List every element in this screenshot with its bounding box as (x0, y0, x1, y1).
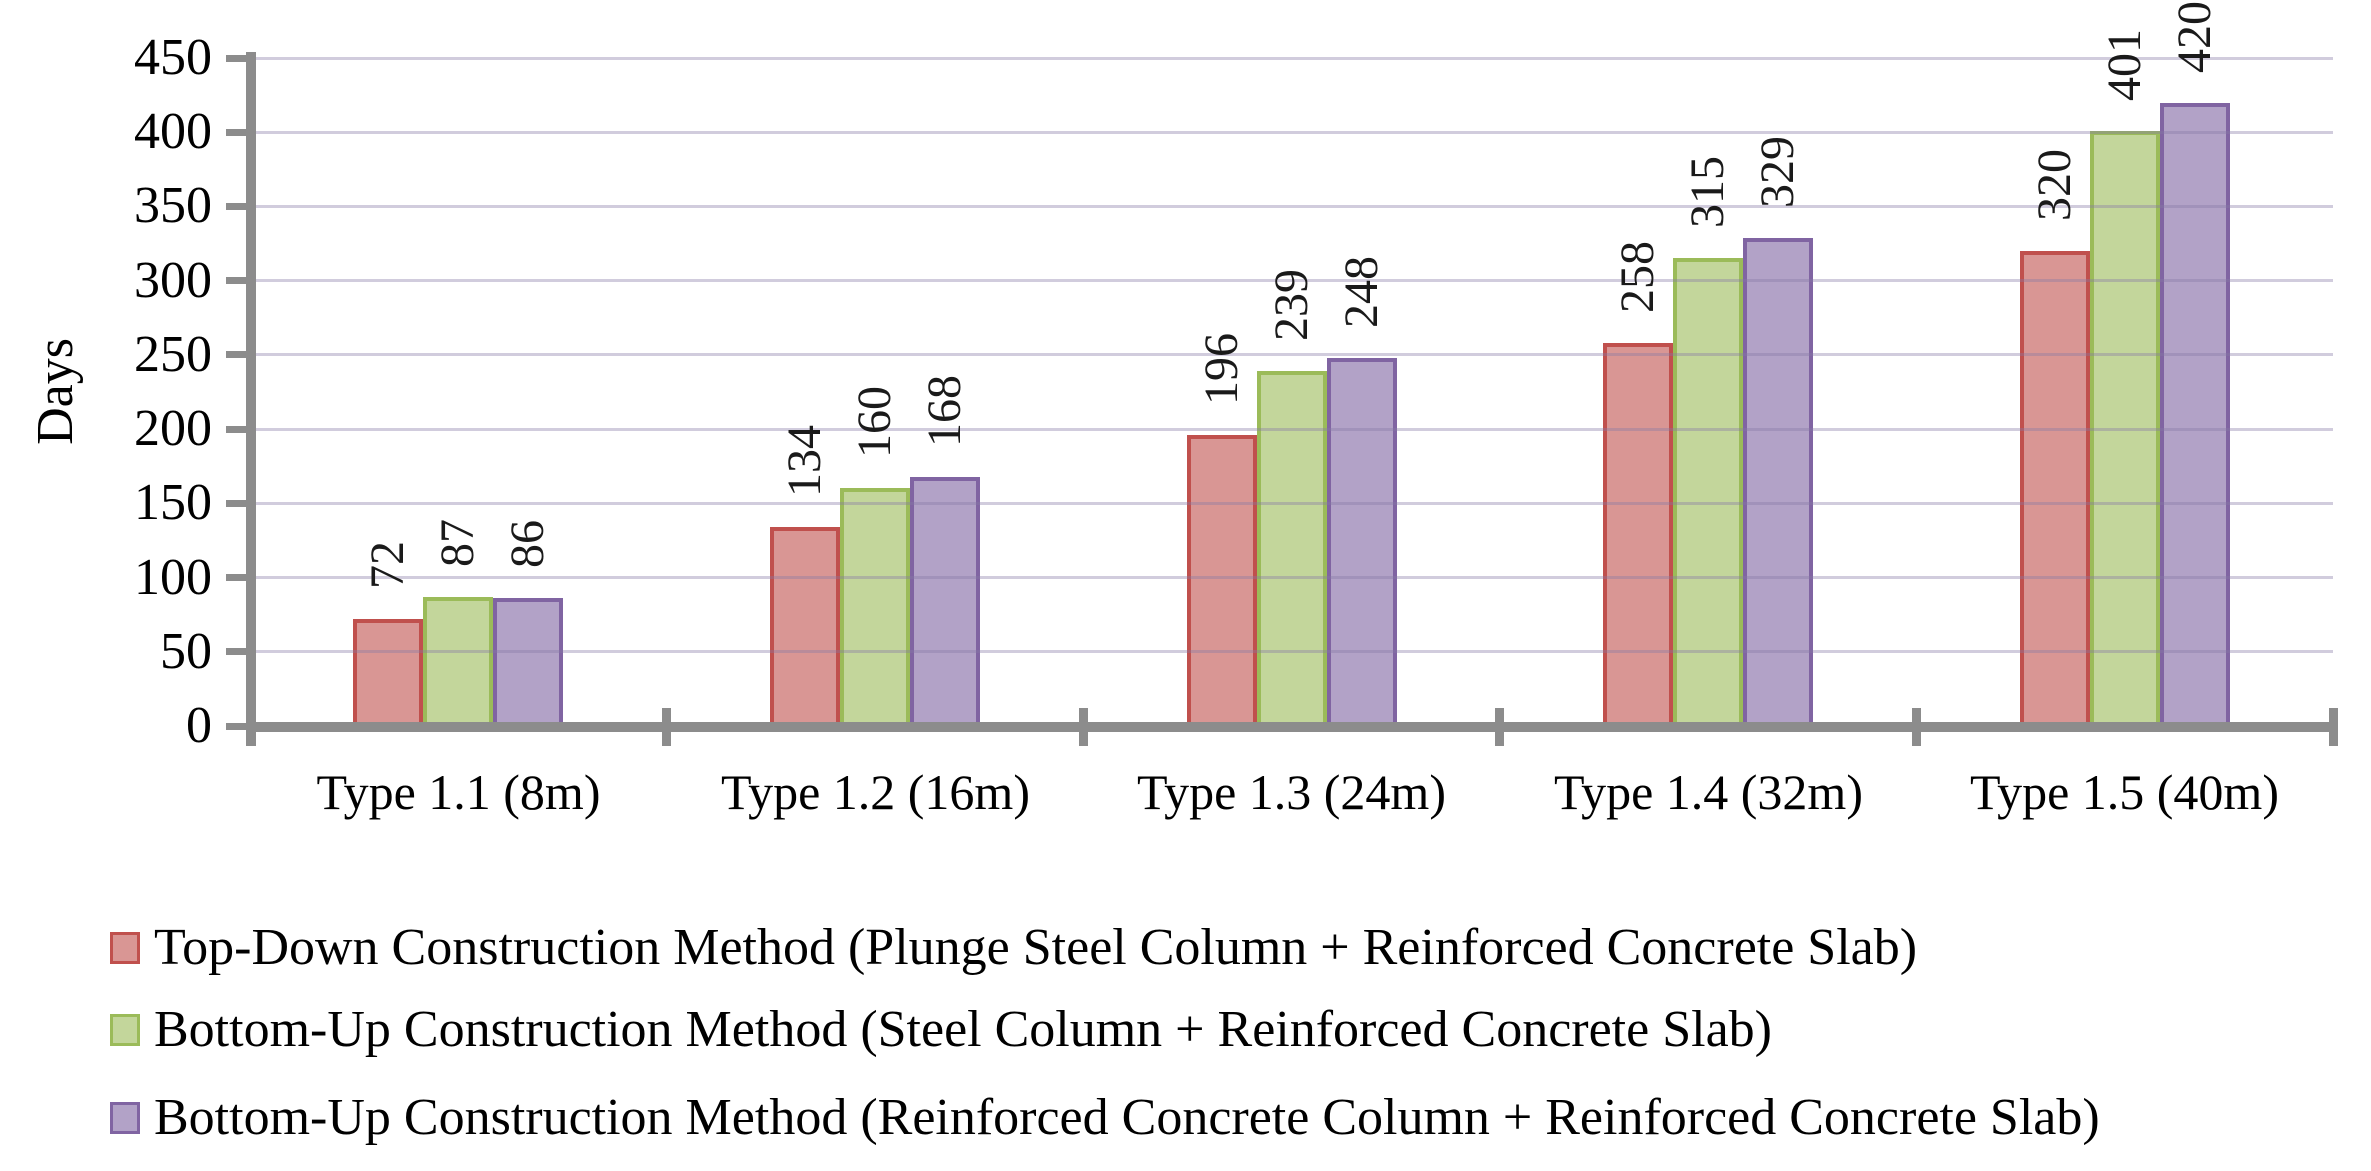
bar-series1-cat3 (1187, 435, 1257, 726)
x-category-label-2: Type 1.2 (16m) (721, 764, 1030, 820)
y-tick-label-0: 0 (186, 697, 212, 754)
bar-series2-cat5 (2090, 131, 2160, 726)
bar-series2-cat4 (1673, 258, 1743, 726)
bar-value-label: 72 (361, 541, 414, 589)
x-category-label-4: Type 1.4 (32m) (1554, 764, 1863, 820)
bar-value-label: 160 (848, 386, 901, 458)
x-category-label-5: Type 1.5 (40m) (1970, 764, 2279, 820)
bar-value-label: 168 (918, 375, 971, 447)
bar-value-label: 86 (501, 520, 554, 568)
y-tick-400 (226, 129, 250, 136)
y-tick-250 (226, 351, 250, 358)
bar-value-label: 315 (1681, 156, 1734, 228)
bar-value-label: 248 (1335, 256, 1388, 328)
plot-area: 72 87 86 134 160 168 196 239 248 258 315 329 320 401 4… (250, 1, 2333, 726)
gridline-y-300 (250, 279, 2333, 282)
y-tick-50 (226, 648, 250, 655)
y-tick-label-150: 150 (134, 474, 212, 531)
gridline-y-350 (250, 205, 2333, 208)
bar-value-label: 401 (2098, 29, 2151, 101)
x-tick-1 (662, 708, 671, 746)
y-tick-0 (226, 723, 250, 730)
y-tick-300 (226, 277, 250, 284)
y-tick-label-450: 450 (134, 29, 212, 86)
bar-series1-cat2 (770, 527, 840, 726)
gridline-y-100 (250, 576, 2333, 579)
y-tick-label-50: 50 (160, 623, 212, 680)
y-tick-200 (226, 426, 250, 433)
x-tick-2 (1079, 708, 1088, 746)
bar-series2-cat3 (1257, 371, 1327, 726)
gridline-y-150 (250, 502, 2333, 505)
bar-series1-cat4 (1603, 343, 1673, 726)
bar-series2-cat1 (423, 597, 493, 726)
legend-label: Bottom-Up Construction Method (Reinforce… (154, 1089, 2100, 1146)
y-tick-label-250: 250 (134, 326, 212, 383)
gridline-y-450 (250, 57, 2333, 60)
bar-series3-cat1 (493, 598, 563, 726)
gridline-y-250 (250, 353, 2333, 356)
bar-series3-cat3 (1327, 358, 1397, 726)
bar-value-label: 420 (2168, 1, 2221, 73)
bar-series3-cat2 (910, 477, 980, 726)
gridline-y-50 (250, 650, 2333, 653)
bar-series3-cat4 (1743, 238, 1813, 726)
legend-swatch-green (110, 1014, 140, 1046)
legend-item-bottom-up-steel-column: Bottom-Up Construction Method (Steel Col… (110, 1002, 1772, 1058)
bar-value-label: 87 (431, 519, 484, 567)
x-tick-4 (1912, 708, 1921, 746)
x-category-label-1: Type 1.1 (8m) (316, 764, 601, 820)
legend-swatch-purple (110, 1102, 140, 1134)
y-tick-label-400: 400 (134, 103, 212, 160)
bar-value-label: 134 (778, 425, 831, 497)
y-tick-label-100: 100 (134, 549, 212, 606)
bar-series1-cat5 (2020, 251, 2090, 726)
bar-value-label: 239 (1265, 269, 1318, 341)
bar-value-label: 196 (1195, 333, 1248, 405)
bar-series3-cat5 (2160, 103, 2230, 726)
y-tick-label-350: 350 (134, 177, 212, 234)
x-tick-3 (1495, 708, 1504, 746)
gridline-y-200 (250, 428, 2333, 431)
y-tick-450 (226, 55, 250, 62)
bar-value-label: 329 (1751, 136, 1804, 208)
y-tick-100 (226, 574, 250, 581)
gridline-y-400 (250, 131, 2333, 134)
legend-label: Top-Down Construction Method (Plunge Ste… (154, 919, 1918, 976)
y-tick-350 (226, 203, 250, 210)
y-axis-line (246, 52, 256, 746)
legend-item-bottom-up-rc-column: Bottom-Up Construction Method (Reinforce… (110, 1090, 2100, 1146)
y-tick-label-300: 300 (134, 252, 212, 309)
legend-swatch-red (110, 932, 140, 964)
y-tick-label-200: 200 (134, 400, 212, 457)
bar-value-label: 320 (2028, 149, 2081, 221)
legend-label: Bottom-Up Construction Method (Steel Col… (154, 1001, 1772, 1058)
bar-series2-cat2 (840, 488, 910, 726)
x-tick-5 (2329, 708, 2338, 746)
y-tick-150 (226, 500, 250, 507)
x-category-label-3: Type 1.3 (24m) (1137, 764, 1446, 820)
bar-series1-cat1 (353, 619, 423, 726)
legend-item-top-down-plunge-steel: Top-Down Construction Method (Plunge Ste… (110, 920, 1917, 976)
x-axis-line (246, 722, 2338, 732)
bar-value-label: 258 (1611, 241, 1664, 313)
